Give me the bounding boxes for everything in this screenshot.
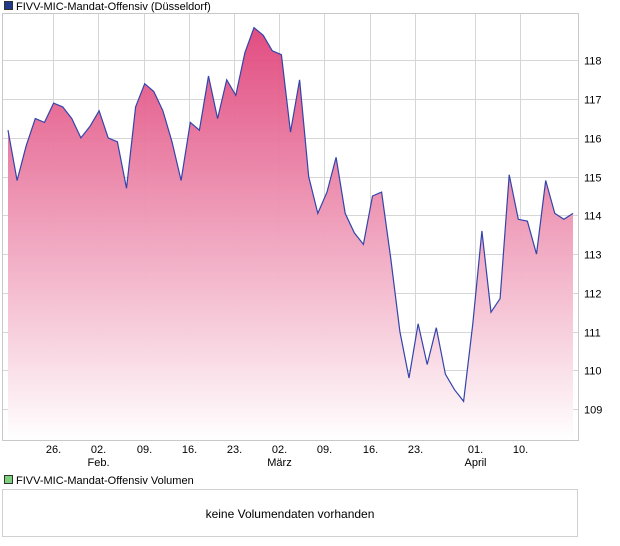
volume-legend-label: FIVV-MIC-Mandat-Offensiv Volumen bbox=[16, 475, 194, 487]
y-tick-label: 115 bbox=[584, 173, 602, 185]
x-tick-label: 01. bbox=[468, 444, 483, 456]
x-tick-label: 02. bbox=[272, 444, 287, 456]
x-tick-label: 02. bbox=[91, 444, 106, 456]
volume-empty-message: keine Volumendaten vorhanden bbox=[205, 507, 375, 521]
y-tick-label: 114 bbox=[584, 211, 602, 223]
volume-legend-swatch bbox=[4, 475, 13, 484]
volume-panel: keine Volumendaten vorhanden bbox=[2, 489, 578, 537]
y-axis: 109 110 111 112 113 114 115 116 117 118 bbox=[584, 56, 602, 417]
y-tick-label: 113 bbox=[584, 250, 602, 262]
price-legend: FIVV-MIC-Mandat-Offensiv (Düsseldorf) bbox=[4, 1, 211, 13]
x-tick-month: April bbox=[464, 457, 486, 469]
x-tick-label: 23. bbox=[408, 444, 423, 456]
x-tick-label: 26. bbox=[46, 444, 61, 456]
price-line bbox=[7, 26, 574, 403]
x-tick-label: 16. bbox=[182, 444, 197, 456]
x-tick-label: 16. bbox=[363, 444, 378, 456]
price-legend-swatch bbox=[4, 1, 13, 10]
x-tick-label: 09. bbox=[317, 444, 332, 456]
x-tick-month: März bbox=[267, 457, 291, 469]
x-tick-label: 09. bbox=[137, 444, 152, 456]
y-tick-label: 109 bbox=[584, 405, 602, 417]
y-tick-label: 117 bbox=[584, 95, 602, 107]
y-tick-label: 116 bbox=[584, 134, 602, 146]
volume-legend: FIVV-MIC-Mandat-Offensiv Volumen bbox=[4, 475, 194, 487]
x-tick-label: 10. bbox=[513, 444, 528, 456]
y-tick-label: 118 bbox=[584, 56, 602, 68]
price-legend-label: FIVV-MIC-Mandat-Offensiv (Düsseldorf) bbox=[16, 1, 211, 13]
x-tick-month: Feb. bbox=[87, 457, 109, 469]
price-area bbox=[8, 27, 573, 440]
x-tick-label: 23. bbox=[227, 444, 242, 456]
y-tick-label: 111 bbox=[584, 328, 601, 340]
y-tick-label: 110 bbox=[584, 366, 602, 378]
y-tick-label: 112 bbox=[584, 289, 602, 301]
